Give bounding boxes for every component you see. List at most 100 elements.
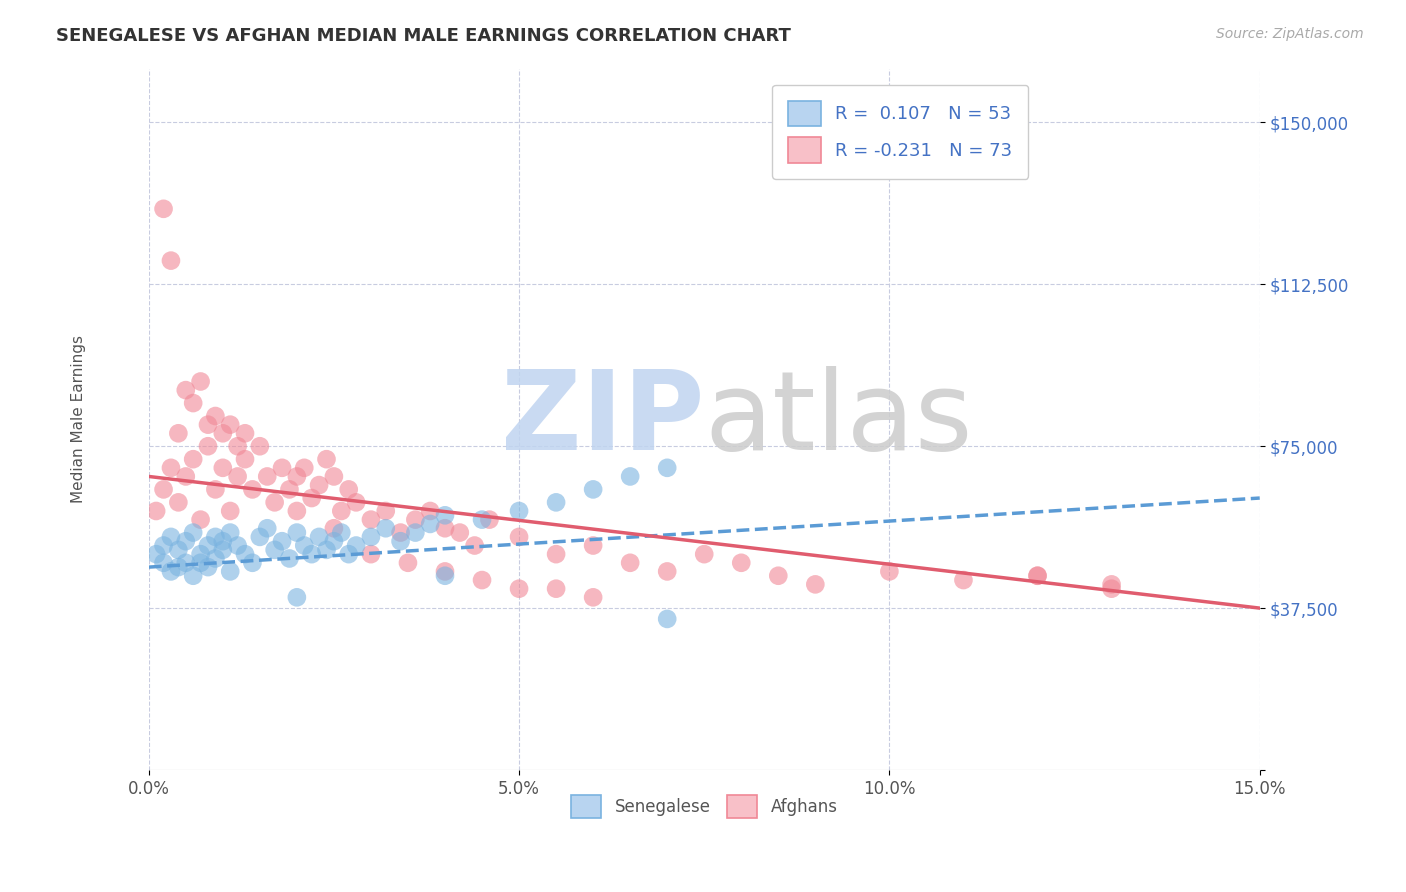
- Point: [404, 525, 426, 540]
- Text: Source: ZipAtlas.com: Source: ZipAtlas.com: [1216, 27, 1364, 41]
- Point: [389, 534, 412, 549]
- Point: [152, 483, 174, 497]
- Point: [204, 409, 226, 423]
- Point: [404, 513, 426, 527]
- Point: [204, 551, 226, 566]
- Point: [226, 469, 249, 483]
- Point: [434, 508, 457, 523]
- Point: [582, 591, 605, 605]
- Point: [768, 568, 790, 582]
- Point: [693, 547, 716, 561]
- Point: [233, 426, 256, 441]
- Point: [174, 469, 197, 483]
- Point: [249, 530, 271, 544]
- Point: [322, 534, 344, 549]
- Point: [508, 504, 530, 518]
- Point: [285, 504, 308, 518]
- Point: [152, 539, 174, 553]
- Point: [181, 452, 204, 467]
- Point: [190, 556, 212, 570]
- Point: [449, 525, 471, 540]
- Point: [582, 539, 605, 553]
- Point: [233, 452, 256, 467]
- Point: [471, 573, 494, 587]
- Point: [952, 573, 974, 587]
- Point: [197, 439, 219, 453]
- Point: [145, 547, 167, 561]
- Point: [242, 556, 264, 570]
- Point: [374, 521, 396, 535]
- Legend: Senegalese, Afghans: Senegalese, Afghans: [564, 788, 844, 825]
- Point: [152, 202, 174, 216]
- Point: [344, 539, 367, 553]
- Point: [256, 521, 278, 535]
- Point: [508, 582, 530, 596]
- Point: [396, 556, 419, 570]
- Point: [292, 460, 315, 475]
- Point: [360, 547, 382, 561]
- Point: [271, 460, 294, 475]
- Point: [160, 530, 183, 544]
- Point: [190, 513, 212, 527]
- Point: [219, 504, 242, 518]
- Point: [879, 565, 901, 579]
- Point: [219, 525, 242, 540]
- Point: [242, 483, 264, 497]
- Point: [278, 551, 301, 566]
- Y-axis label: Median Male Earnings: Median Male Earnings: [72, 335, 86, 503]
- Point: [197, 539, 219, 553]
- Point: [190, 375, 212, 389]
- Text: atlas: atlas: [704, 366, 973, 473]
- Point: [546, 582, 568, 596]
- Point: [285, 591, 308, 605]
- Point: [211, 460, 233, 475]
- Point: [226, 539, 249, 553]
- Point: [657, 460, 679, 475]
- Point: [330, 504, 353, 518]
- Point: [360, 513, 382, 527]
- Point: [657, 612, 679, 626]
- Point: [301, 491, 323, 505]
- Point: [152, 556, 174, 570]
- Point: [308, 530, 330, 544]
- Point: [271, 534, 294, 549]
- Point: [315, 452, 337, 467]
- Point: [419, 504, 441, 518]
- Point: [434, 565, 457, 579]
- Text: ZIP: ZIP: [501, 366, 704, 473]
- Point: [167, 542, 190, 557]
- Point: [1026, 568, 1049, 582]
- Point: [219, 565, 242, 579]
- Point: [167, 495, 190, 509]
- Point: [434, 568, 457, 582]
- Point: [285, 469, 308, 483]
- Point: [508, 530, 530, 544]
- Point: [211, 542, 233, 557]
- Point: [804, 577, 827, 591]
- Point: [167, 560, 190, 574]
- Point: [1101, 577, 1123, 591]
- Point: [181, 396, 204, 410]
- Point: [256, 469, 278, 483]
- Point: [344, 495, 367, 509]
- Point: [619, 556, 641, 570]
- Point: [174, 383, 197, 397]
- Point: [226, 439, 249, 453]
- Point: [145, 504, 167, 518]
- Point: [301, 547, 323, 561]
- Point: [1101, 582, 1123, 596]
- Text: SENEGALESE VS AFGHAN MEDIAN MALE EARNINGS CORRELATION CHART: SENEGALESE VS AFGHAN MEDIAN MALE EARNING…: [56, 27, 792, 45]
- Point: [249, 439, 271, 453]
- Point: [197, 560, 219, 574]
- Point: [315, 542, 337, 557]
- Point: [292, 539, 315, 553]
- Point: [322, 521, 344, 535]
- Point: [471, 513, 494, 527]
- Point: [419, 516, 441, 531]
- Point: [160, 460, 183, 475]
- Point: [546, 495, 568, 509]
- Point: [263, 495, 285, 509]
- Point: [619, 469, 641, 483]
- Point: [160, 253, 183, 268]
- Point: [204, 530, 226, 544]
